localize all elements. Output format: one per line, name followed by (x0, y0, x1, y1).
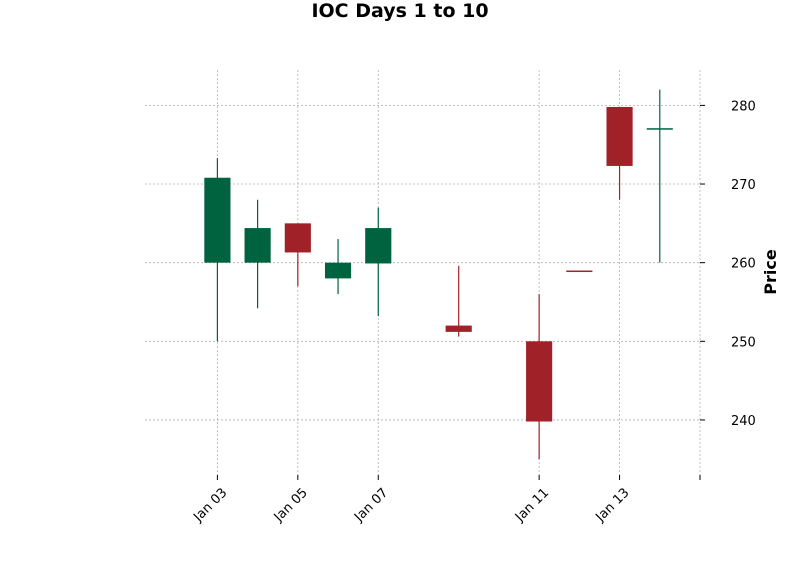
y-tick-label: 260 (731, 257, 756, 272)
candle (204, 158, 231, 342)
candle-body (646, 128, 673, 130)
candle (526, 294, 553, 460)
x-axis: Jan 03 Jan 05 Jan 07 Jan 11 Jan 13 (190, 475, 701, 526)
candle-body (566, 270, 593, 273)
candles (204, 89, 673, 460)
candle (646, 89, 673, 263)
candle (365, 207, 392, 317)
candle (244, 199, 271, 309)
candle-body (204, 177, 231, 263)
candle-body (445, 325, 472, 332)
x-tick-label: Jan 07 (351, 485, 391, 525)
candle-body (244, 228, 271, 263)
x-tick-label: Jan 13 (593, 485, 633, 525)
candle-body (606, 106, 633, 166)
x-tick-label: Jan 03 (190, 485, 230, 525)
candle-body (365, 228, 392, 264)
x-tick-label: Jan 05 (271, 485, 311, 525)
candle (284, 223, 311, 287)
y-tick-label: 240 (731, 414, 756, 429)
candle-body (284, 223, 311, 253)
chart-title: IOC Days 1 to 10 (311, 0, 488, 22)
y-tick-label: 270 (731, 178, 756, 193)
y-tick-label: 250 (731, 335, 756, 350)
candle (566, 270, 593, 273)
candle (324, 239, 352, 295)
y-axis-label: Price (761, 249, 780, 295)
candle-body (324, 262, 352, 279)
candle-body (526, 341, 553, 422)
candle (445, 265, 472, 337)
candle (606, 106, 633, 200)
x-tick-label: Jan 11 (512, 485, 552, 525)
y-axis: 240 250 260 270 280 (700, 99, 756, 429)
y-tick-label: 280 (731, 99, 756, 114)
